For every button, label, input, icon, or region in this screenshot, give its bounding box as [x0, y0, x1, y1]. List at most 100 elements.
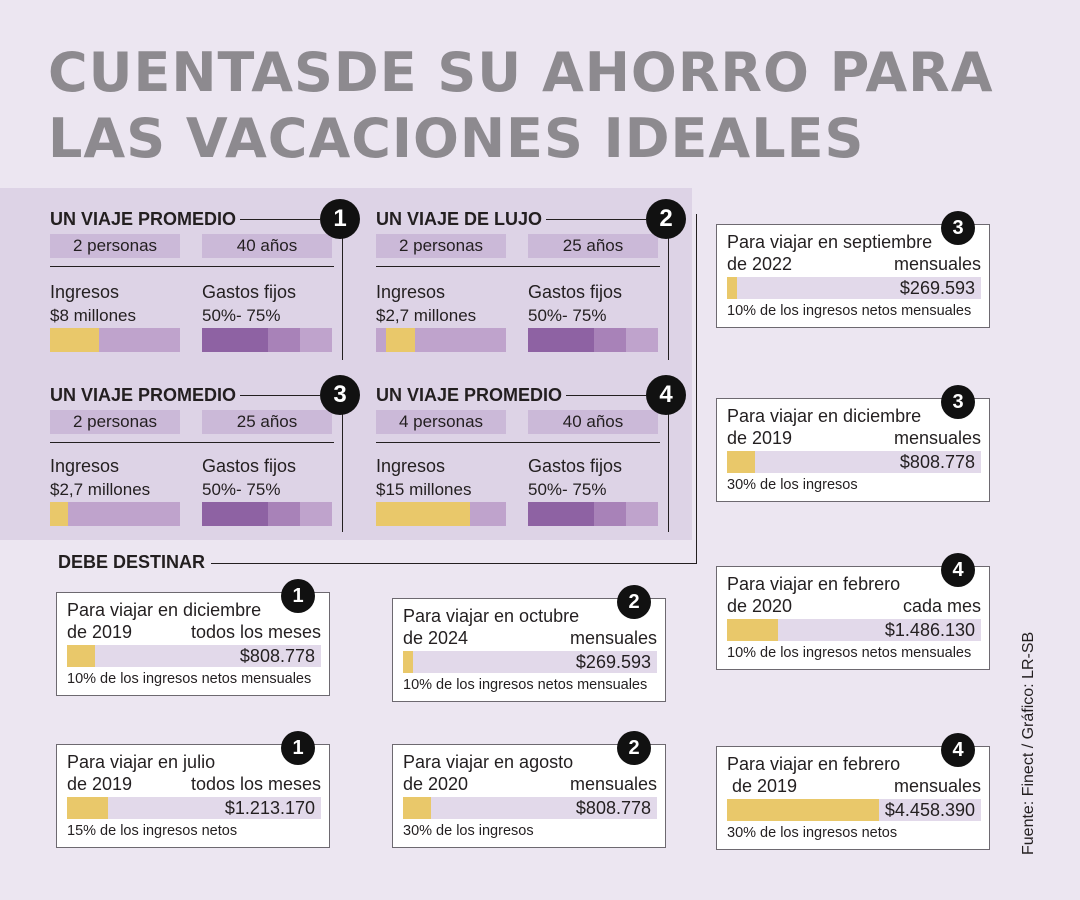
card-line-2: de 2019 [727, 776, 798, 796]
card-bar-fill [67, 797, 108, 819]
expenses-bar [528, 328, 658, 352]
income-label: Ingresos [50, 282, 120, 302]
income-bar [50, 328, 180, 352]
income-label: Ingresos [50, 456, 120, 476]
card-note: 10% de los ingresos netos mensuales [67, 671, 312, 687]
people-chip: 2 personas [376, 234, 506, 258]
divider [50, 442, 334, 444]
card-line-2: de 2019 [67, 774, 133, 794]
card-amount: $808.778 [899, 452, 975, 472]
card-line-2: de 2024 [403, 628, 469, 648]
income-bar-fill [50, 328, 100, 352]
card-line-1: Para viajar en febrero [727, 754, 901, 774]
profile-block: UN VIAJE PROMEDIO 4 4 personas 40 años I… [376, 375, 686, 532]
card-line-1: Para viajar en octubre [403, 606, 580, 626]
card-line-2: de 2020 [727, 596, 793, 616]
age-chip: 25 años [202, 410, 332, 434]
expenses-seg [528, 502, 594, 526]
card-note: 30% de los ingresos [403, 823, 534, 839]
card-unit: mensuales [893, 428, 981, 448]
card-unit: cada mes [902, 596, 981, 616]
expenses-label: Gastos fijos [202, 456, 297, 476]
savings-card: Para viajar en agosto de 2020 mensuales … [392, 731, 666, 848]
number-badge: 1 [281, 731, 315, 765]
card-bar-fill [67, 645, 95, 667]
income-label: Ingresos [376, 456, 446, 476]
card-bar: $808.778 [403, 797, 657, 819]
savings-card: Para viajar en febrero de 2019 mensuales… [716, 733, 990, 850]
number-badge: 4 [941, 553, 975, 587]
card-bar: $269.593 [403, 651, 657, 673]
card-amount: $269.593 [899, 278, 975, 298]
savings-card: Para viajar en diciembre de 2019 todos l… [56, 579, 330, 696]
card-bar-fill [403, 797, 431, 819]
card-bar: $808.778 [67, 645, 321, 667]
people-chip: 2 personas [50, 234, 180, 258]
savings-card: Para viajar en octubre de 2024 mensuales… [392, 585, 666, 702]
connector-line [342, 410, 344, 532]
card-unit: mensuales [893, 254, 981, 274]
card-line-2: de 2020 [403, 774, 469, 794]
card-line-1: Para viajar en diciembre [67, 600, 262, 620]
number-badge: 4 [646, 375, 686, 415]
number-badge: 2 [617, 585, 651, 619]
expenses-value: 50%- 75% [528, 306, 607, 325]
expenses-seg [202, 328, 268, 352]
card-note: 30% de los ingresos [727, 477, 858, 493]
card-unit: todos los meses [190, 622, 321, 642]
income-value: $2,7 millones [376, 306, 477, 325]
expenses-seg [528, 328, 594, 352]
connector-line [668, 410, 670, 532]
income-value: $8 millones [50, 306, 136, 325]
number-badge: 4 [941, 733, 975, 767]
profile-title: UN VIAJE PROMEDIO [50, 206, 241, 232]
profile-title: UN VIAJE PROMEDIO [50, 382, 241, 408]
card-amount: $269.593 [575, 652, 651, 672]
income-value: $2,7 millones [50, 480, 151, 499]
expenses-seg [594, 502, 626, 526]
card-bar-fill [403, 651, 414, 673]
people-chip: 2 personas [50, 410, 180, 434]
expenses-bar [202, 328, 332, 352]
age-chip: 40 años [202, 234, 332, 258]
card-note: 10% de los ingresos netos mensuales [403, 677, 648, 693]
card-unit: mensuales [893, 776, 981, 796]
title-line-1: CUENTASDE SU AHORRO PARA [48, 41, 994, 104]
savings-card: Para viajar en febrero de 2020 cada mes … [716, 553, 990, 670]
expenses-label: Gastos fijos [528, 282, 623, 302]
number-badge: 3 [941, 211, 975, 245]
savings-card: Para viajar en diciembre de 2019 mensual… [716, 385, 990, 502]
section-heading: DEBE DESTINAR [58, 552, 212, 573]
card-unit: mensuales [569, 774, 657, 794]
card-bar: $808.778 [727, 451, 981, 473]
profile-block: UN VIAJE PROMEDIO 1 2 personas 40 años I… [50, 199, 360, 356]
age-chip: 25 años [528, 234, 658, 258]
card-amount: $808.778 [575, 798, 651, 818]
divider [376, 442, 660, 444]
expenses-label: Gastos fijos [528, 456, 623, 476]
expenses-seg [268, 502, 300, 526]
number-badge: 3 [941, 385, 975, 419]
card-unit: todos los meses [190, 774, 321, 794]
profile-block: UN VIAJE DE LUJO 2 2 personas 25 años In… [376, 199, 686, 356]
card-note: 15% de los ingresos netos [67, 823, 238, 839]
income-bar-fill [376, 502, 470, 526]
expenses-seg [202, 502, 268, 526]
title-line-2: LAS VACACIONES IDEALES [48, 107, 865, 170]
expenses-bar [202, 502, 332, 526]
expenses-bar [528, 502, 658, 526]
source-credit: Fuente: Finect / Gráfico: LR-SB [1020, 631, 1037, 855]
savings-card: Para viajar en julio de 2019 todos los m… [56, 731, 330, 848]
income-bar-fill [50, 502, 69, 526]
income-bar-fill [386, 328, 415, 352]
expenses-label: Gastos fijos [202, 282, 297, 302]
income-value: $15 millones [376, 480, 472, 499]
expenses-value: 50%- 75% [202, 306, 281, 325]
card-line-2: de 2019 [727, 428, 793, 448]
expenses-seg [268, 328, 300, 352]
expenses-value: 50%- 75% [528, 480, 607, 499]
card-bar-fill [727, 799, 880, 821]
card-amount: $1.486.130 [884, 620, 975, 640]
card-bar: $1.213.170 [67, 797, 321, 819]
page-title: CUENTASDE SU AHORRO PARA LAS VACACIONES … [48, 40, 1058, 172]
